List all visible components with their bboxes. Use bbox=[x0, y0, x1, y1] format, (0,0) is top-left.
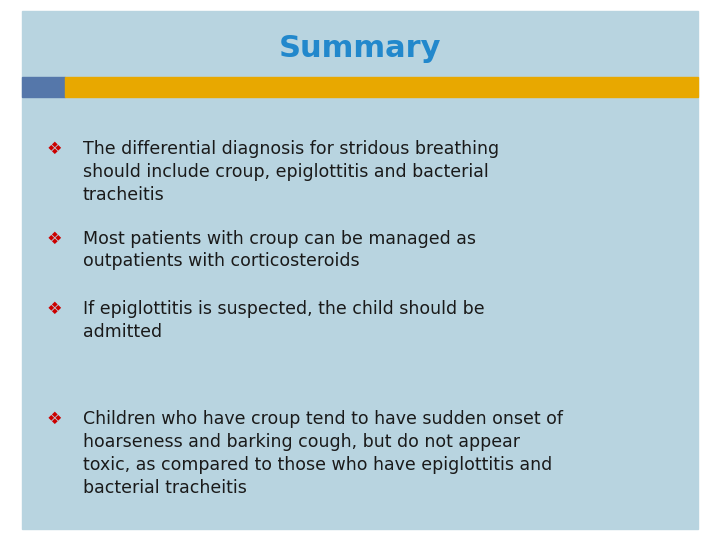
Bar bbox=[65, 77, 698, 97]
Text: The differential diagnosis for stridous breathing
should include croup, epiglott: The differential diagnosis for stridous … bbox=[83, 140, 499, 204]
Bar bbox=[22, 77, 65, 97]
Text: Children who have croup tend to have sudden onset of
hoarseness and barking coug: Children who have croup tend to have sud… bbox=[83, 410, 563, 497]
Text: If epiglottitis is suspected, the child should be
admitted: If epiglottitis is suspected, the child … bbox=[83, 300, 485, 341]
Text: ❖: ❖ bbox=[46, 410, 62, 428]
Text: ❖: ❖ bbox=[46, 230, 62, 247]
Text: Most patients with croup can be managed as
outpatients with corticosteroids: Most patients with croup can be managed … bbox=[83, 230, 476, 271]
Text: Summary: Summary bbox=[279, 34, 441, 63]
Text: ❖: ❖ bbox=[46, 300, 62, 318]
Text: ❖: ❖ bbox=[46, 140, 62, 158]
